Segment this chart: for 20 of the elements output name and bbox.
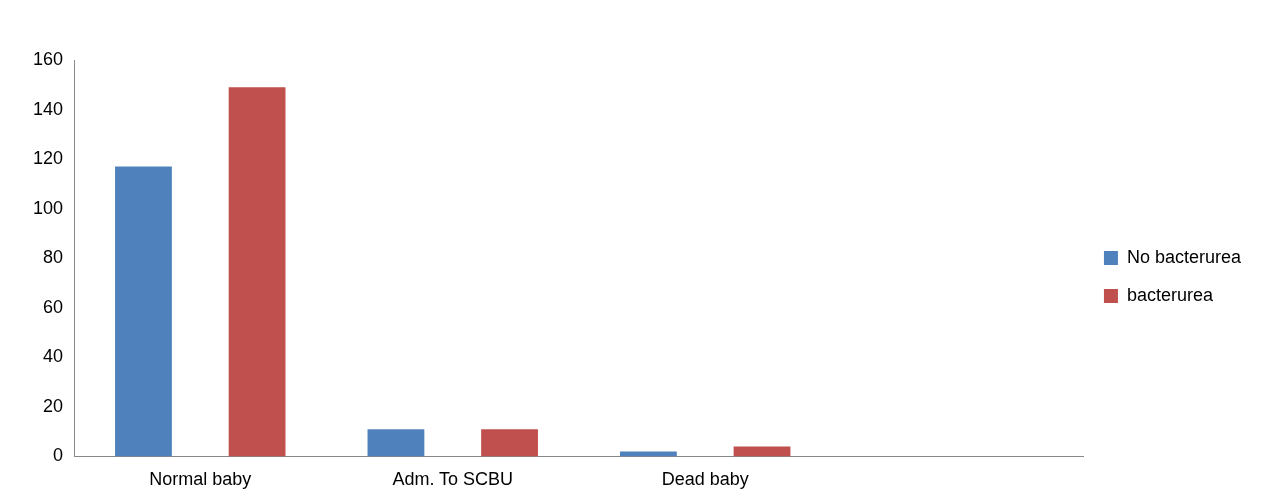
legend-label: bacterurea (1126, 284, 1214, 305)
bar (228, 87, 286, 457)
y-tick-label: 80 (43, 247, 64, 268)
bar (367, 429, 425, 457)
x-tick-label: Dead baby (661, 469, 749, 490)
bar (115, 166, 172, 457)
y-tick-label: 140 (32, 98, 64, 119)
y-tick-label: 160 (32, 48, 64, 69)
bar (733, 446, 791, 457)
y-tick-label: 0 (53, 445, 64, 466)
x-tick-label: Adm. To SCBU (392, 469, 514, 490)
y-tick-label: 60 (43, 296, 64, 317)
legend-label: No bacterurea (1126, 246, 1242, 267)
x-tick-label: Normal baby (149, 469, 252, 490)
bar (481, 429, 538, 457)
y-tick-label: 120 (32, 148, 64, 169)
y-tick-label: 20 (43, 395, 64, 416)
bar (620, 451, 677, 457)
y-tick-label: 40 (43, 346, 64, 367)
y-tick-label: 100 (32, 197, 64, 218)
